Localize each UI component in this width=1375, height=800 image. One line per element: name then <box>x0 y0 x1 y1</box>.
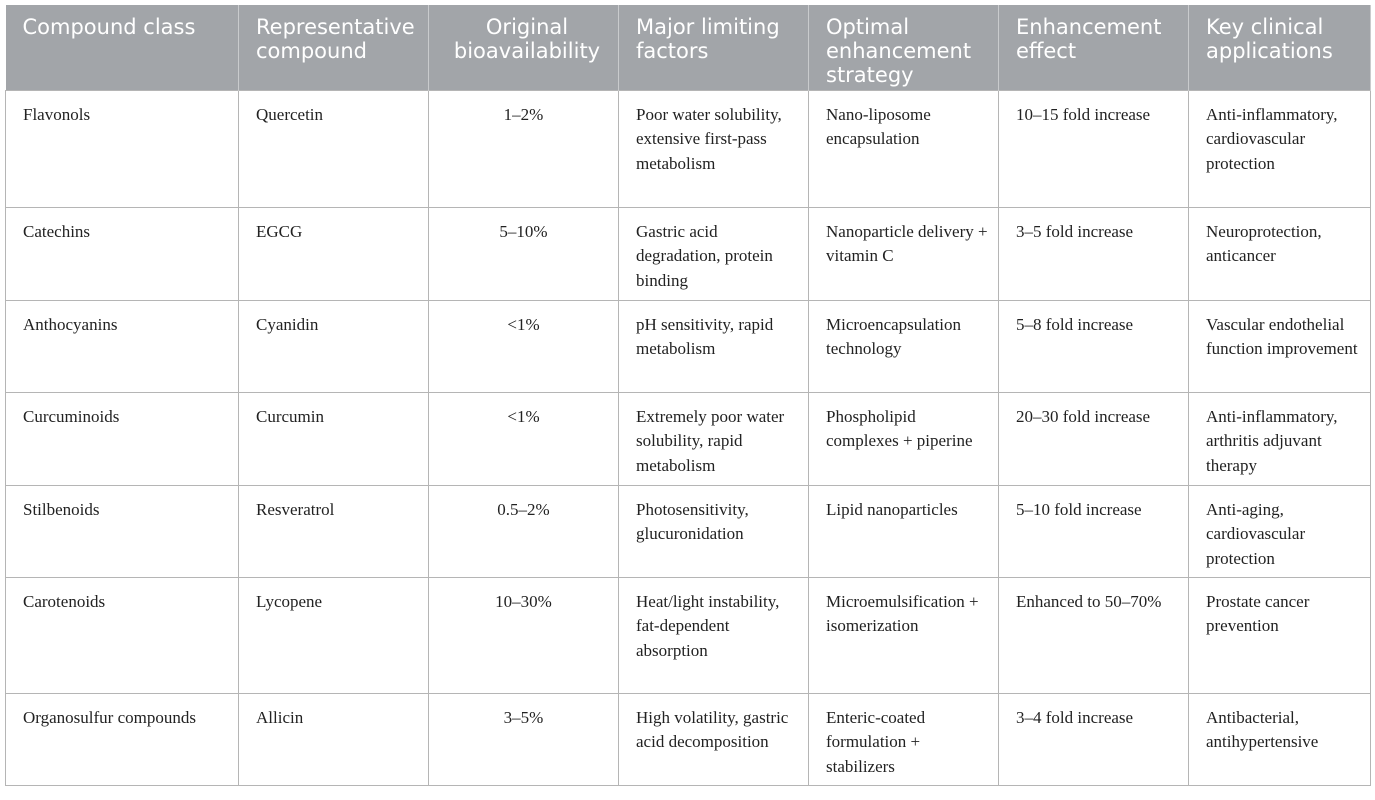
table-cell: Curcumin <box>238 391 429 486</box>
header-cell: Optimal enhancement strategy <box>808 5 999 90</box>
table-header: Compound class Representative compound Ori… <box>5 5 1371 90</box>
table-cell: pH sensitivity, rapid metabolism <box>618 299 809 393</box>
header-row: Compound class Representative compound Ori… <box>5 5 1371 90</box>
data-table: Compound class Representative compound Ori… <box>5 5 1371 786</box>
table-cell: 5–10% <box>428 206 619 301</box>
table-cell: Allicin <box>238 692 429 786</box>
table-cell: 5–10 fold increase <box>998 484 1189 578</box>
table-cell: 1–2% <box>428 89 619 208</box>
table-cell: Heat/light instability, fat-dependent ab… <box>618 576 809 694</box>
table-row: Stilbenoids Resveratrol 0.5–2% Photosensiti… <box>5 484 1371 578</box>
table-cell: 3–5% <box>428 692 619 786</box>
table-row: Anthocyanins Cyanidin <1% pH sensitivity, r… <box>5 299 1371 393</box>
table-cell: Poor water solubility, extensive first-p… <box>618 89 809 208</box>
table-cell: Anthocyanins <box>5 299 239 393</box>
table-cell: 3–5 fold increase <box>998 206 1189 301</box>
table-cell: Photosensitivity, glucuronidation <box>618 484 809 578</box>
table-row: Organosulfur compounds Allicin 3–5% High vo… <box>5 692 1371 786</box>
table-cell: 3–4 fold increase <box>998 692 1189 786</box>
table-cell: Microemulsification + isomerization <box>808 576 999 694</box>
table-cell: Flavonols <box>5 89 239 208</box>
table-cell: Nano-liposome encapsulation <box>808 89 999 208</box>
table-cell: Microencapsulation technology <box>808 299 999 393</box>
header-cell: Representative compound <box>238 5 429 90</box>
table-row: Flavonols Quercetin 1–2% Poor water solubil… <box>5 89 1371 208</box>
table-cell: Enteric-coated formulation + stabilizers <box>808 692 999 786</box>
table-row: Catechins EGCG 5–10% Gastric acid degradati… <box>5 206 1371 301</box>
table-cell: Prostate cancer prevention <box>1188 576 1371 694</box>
table-cell: Lycopene <box>238 576 429 694</box>
table-cell: EGCG <box>238 206 429 301</box>
header-cell: Key clinical applications <box>1188 5 1371 90</box>
table-cell: 20–30 fold increase <box>998 391 1189 486</box>
table-cell: Organosulfur compounds <box>5 692 239 786</box>
table-cell: Nanoparticle delivery + vitamin C <box>808 206 999 301</box>
header-cell: Enhancement effect <box>998 5 1189 90</box>
header-cell: Major limiting factors <box>618 5 809 90</box>
table-cell: Gastric acid degradation, protein bindin… <box>618 206 809 301</box>
table-cell: <1% <box>428 299 619 393</box>
table-cell: Quercetin <box>238 89 429 208</box>
table-cell: <1% <box>428 391 619 486</box>
header-cell: Compound class <box>5 5 239 90</box>
table-cell: Vascular endothelial function improvemen… <box>1188 299 1371 393</box>
table-cell: Cyanidin <box>238 299 429 393</box>
table-cell: Anti-inflammatory, cardiovascular protec… <box>1188 89 1371 208</box>
table-cell: Extremely poor water solubility, rapid m… <box>618 391 809 486</box>
table-row: Curcuminoids Curcumin <1% Extremely poor wa… <box>5 391 1371 486</box>
table-cell: Phospholipid complexes + piperine <box>808 391 999 486</box>
table-cell: Anti-inflammatory, arthritis adjuvant th… <box>1188 391 1371 486</box>
table-row: Carotenoids Lycopene 10–30% Heat/light inst… <box>5 576 1371 694</box>
header-cell: Original bioavailability <box>428 5 619 90</box>
table-cell: High volatility, gastric acid decomposit… <box>618 692 809 786</box>
table-cell: 10–15 fold increase <box>998 89 1189 208</box>
table-cell: Resveratrol <box>238 484 429 578</box>
table-cell: Carotenoids <box>5 576 239 694</box>
table-body: Flavonols Quercetin 1–2% Poor water solubil… <box>5 89 1371 786</box>
table-cell: 5–8 fold increase <box>998 299 1189 393</box>
table-cell: Neuroprotection, anticancer <box>1188 206 1371 301</box>
table-cell: 0.5–2% <box>428 484 619 578</box>
table-cell: Stilbenoids <box>5 484 239 578</box>
table-cell: 10–30% <box>428 576 619 694</box>
table-cell: Lipid nanoparticles <box>808 484 999 578</box>
table-cell: Curcuminoids <box>5 391 239 486</box>
table-cell: Catechins <box>5 206 239 301</box>
table-cell: Enhanced to 50–70% <box>998 576 1189 694</box>
table-cell: Antibacterial, antihypertensive <box>1188 692 1371 786</box>
table-cell: Anti-aging, cardiovascular protection <box>1188 484 1371 578</box>
